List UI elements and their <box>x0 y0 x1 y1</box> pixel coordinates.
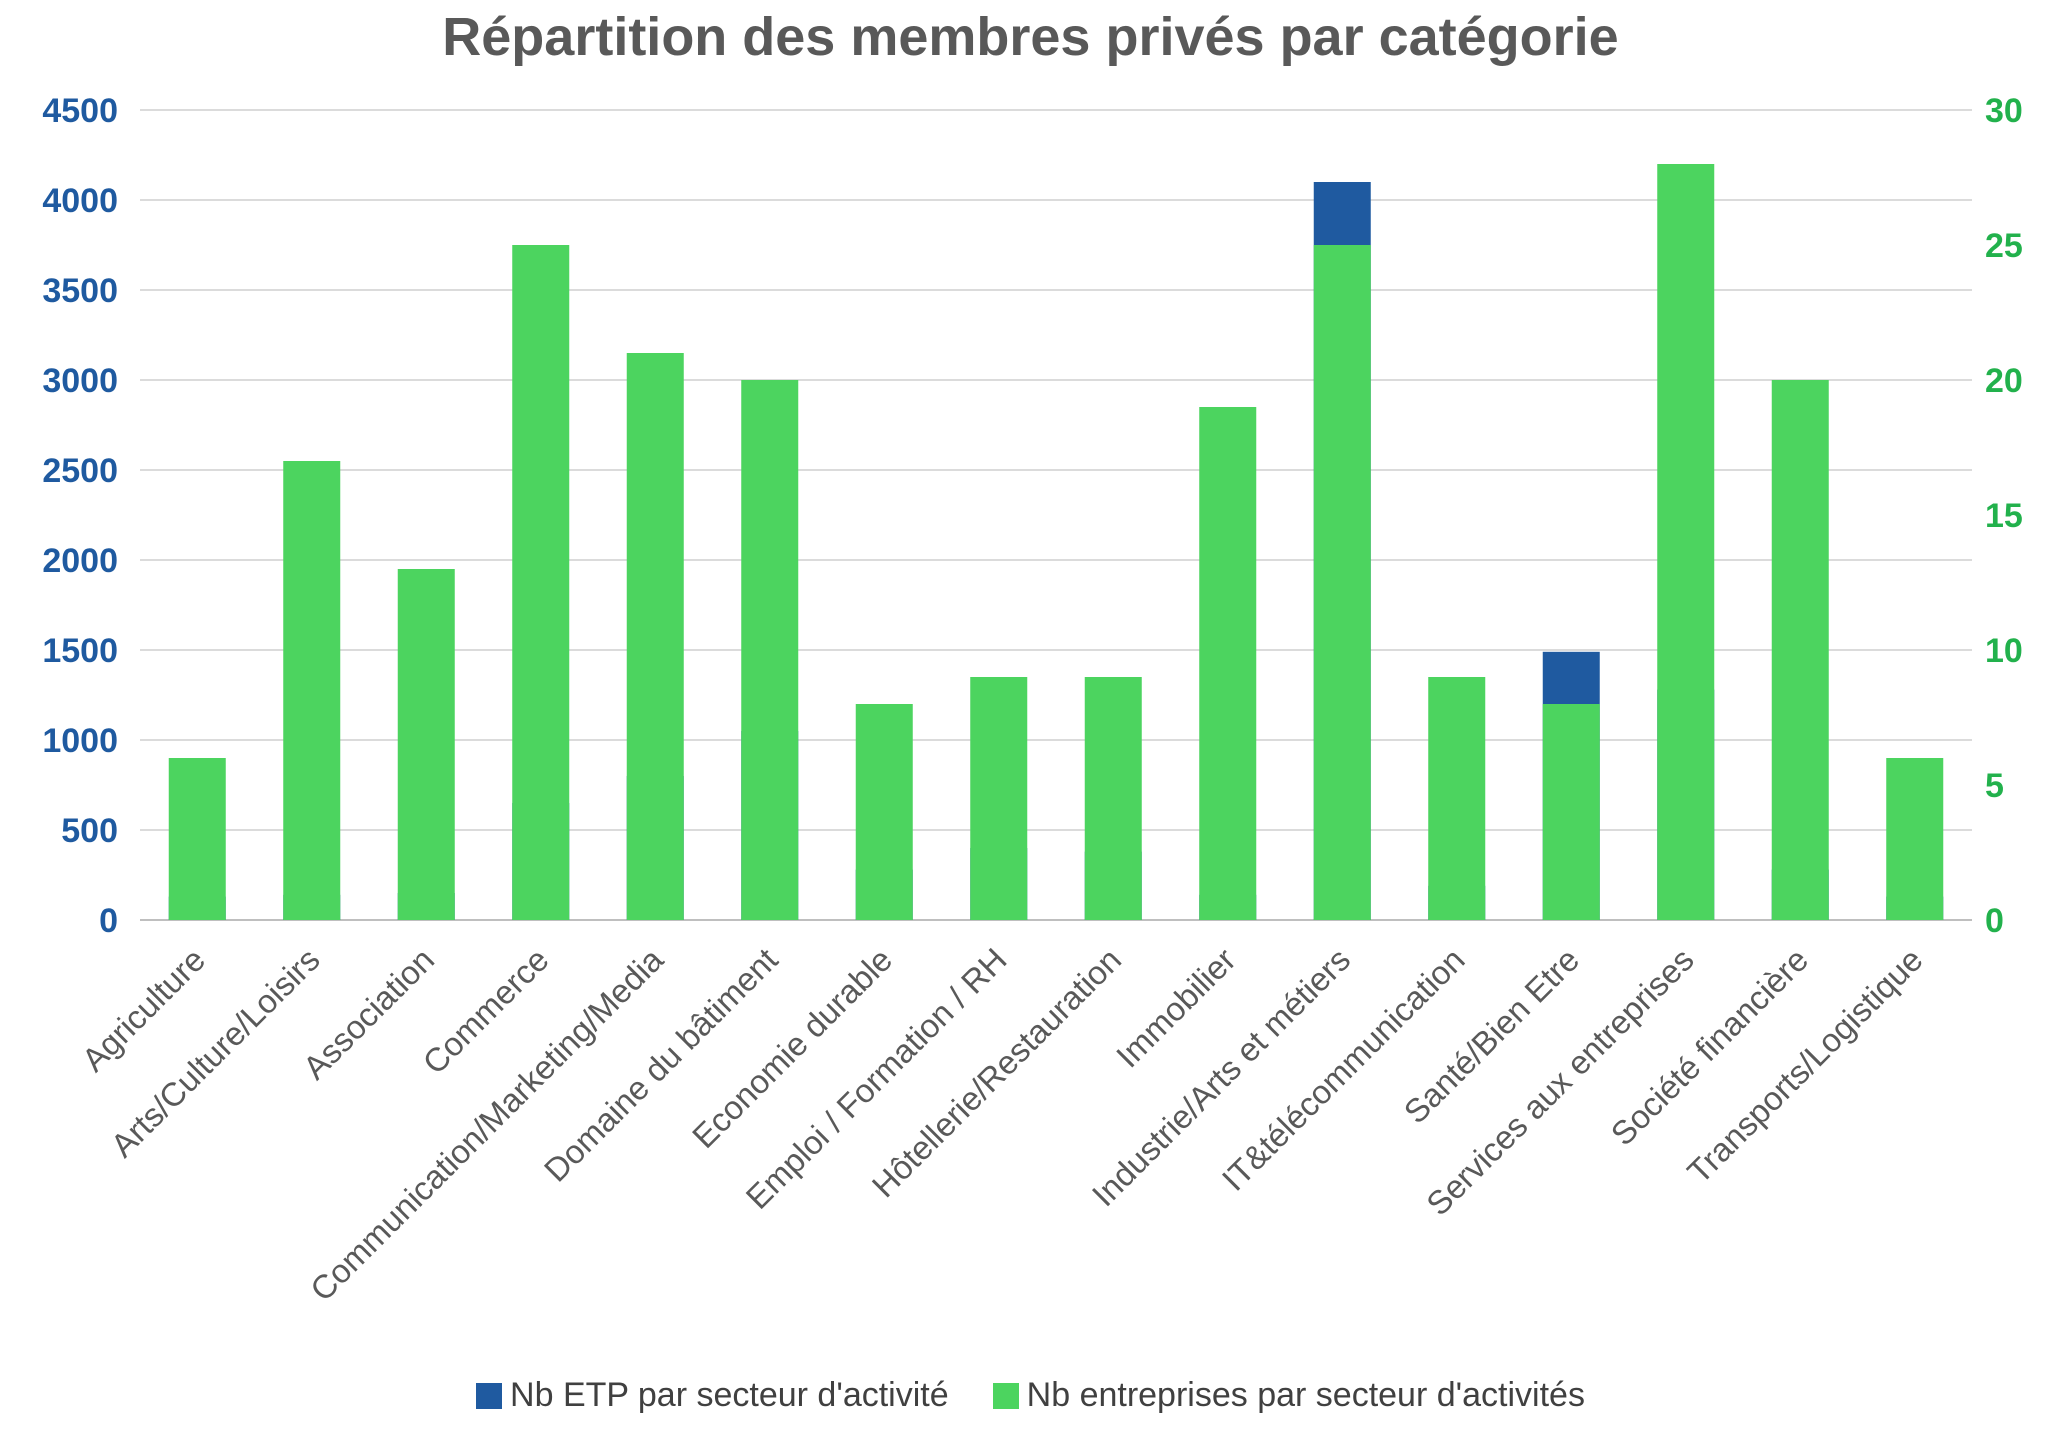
bar-entreprises <box>1542 704 1600 920</box>
bar-entreprises <box>512 245 570 920</box>
x-tick-label: Economie durable <box>685 941 899 1155</box>
legend-swatch-etp <box>476 1382 503 1409</box>
bar-entreprises <box>1199 407 1257 920</box>
y-right-tick-label: 0 <box>1985 902 2004 940</box>
y-right-tick-label: 30 <box>1985 92 2023 130</box>
bar-entreprises <box>397 569 455 920</box>
legend-label-entreprises: Nb entreprises par secteur d'activités <box>1026 1376 1585 1414</box>
y-right-tick-label: 20 <box>1985 362 2023 400</box>
y-left-tick-label: 4000 <box>42 182 118 220</box>
y-left-tick-label: 4500 <box>42 92 118 130</box>
legend-item-etp: Nb ETP par secteur d'activité <box>476 1376 949 1415</box>
y-left-tick-label: 1000 <box>42 722 118 760</box>
x-tick-label: Société financière <box>1604 941 1816 1153</box>
bar-entreprises <box>1084 677 1142 920</box>
bar-entreprises <box>1428 677 1486 920</box>
y-left-tick-label: 0 <box>99 902 118 940</box>
legend: Nb ETP par secteur d'activité Nb entrepr… <box>0 1376 2061 1415</box>
bar-entreprises <box>855 704 913 920</box>
x-tick-label: Domaine du bâtiment <box>537 941 785 1189</box>
x-tick-label: Transports/Logistique <box>1680 941 1930 1191</box>
bar-entreprises <box>970 677 1028 920</box>
chart-title: Répartition des membres privés par catég… <box>442 7 1619 67</box>
x-tick-label: Arts/Culture/Loisirs <box>103 941 326 1164</box>
legend-swatch-entreprises <box>992 1382 1019 1409</box>
y-right-tick-label: 5 <box>1985 767 2004 805</box>
y-left-tick-label: 2000 <box>42 542 118 580</box>
y-left-tick-label: 3000 <box>42 362 118 400</box>
legend-item-entreprises: Nb entreprises par secteur d'activités <box>992 1376 1585 1415</box>
y-right-tick-label: 25 <box>1985 227 2023 265</box>
y-left-tick-label: 1500 <box>42 632 118 670</box>
bar-entreprises <box>1657 164 1715 920</box>
bar-entreprises <box>283 461 341 920</box>
y-left-tick-label: 500 <box>61 812 118 850</box>
y-left-tick-label: 3500 <box>42 272 118 310</box>
bar-entreprises <box>1771 380 1829 920</box>
bar-entreprises <box>1313 245 1371 920</box>
bar-entreprises <box>626 353 684 920</box>
y-left-tick-label: 2500 <box>42 452 118 490</box>
y-right-tick-label: 10 <box>1985 632 2023 670</box>
legend-label-etp: Nb ETP par secteur d'activité <box>510 1376 949 1414</box>
bar-entreprises <box>1886 758 1944 920</box>
bar-entreprises <box>168 758 226 920</box>
bar-entreprises <box>741 380 799 920</box>
y-right-tick-label: 15 <box>1985 497 2023 535</box>
